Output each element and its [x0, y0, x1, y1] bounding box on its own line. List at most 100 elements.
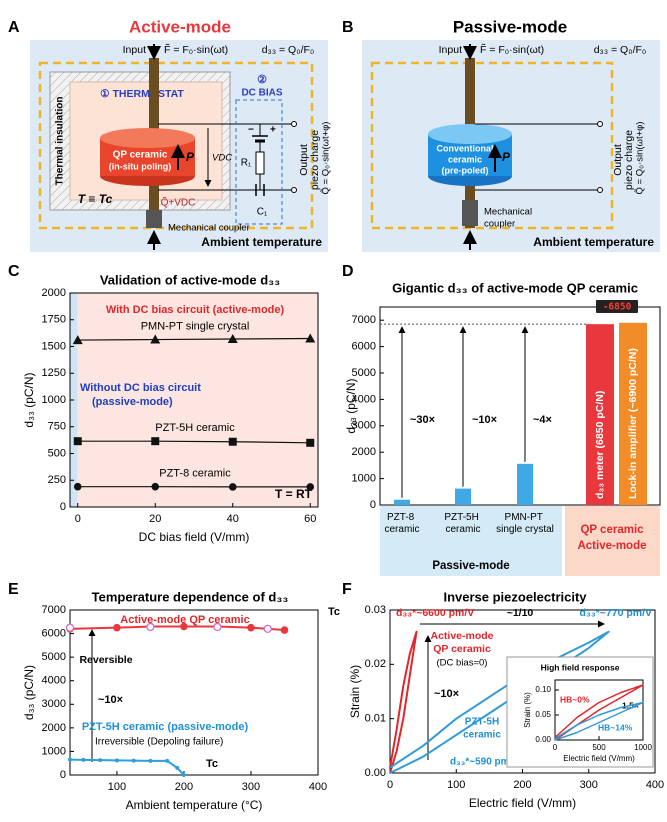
y-tick-label: 6000	[42, 627, 66, 639]
annotation: ceramic	[463, 730, 501, 741]
ceramic-top	[428, 124, 512, 144]
y-tick-label: 2000	[352, 446, 376, 458]
label: C₁	[257, 207, 268, 218]
marker	[151, 437, 160, 446]
x-tick-label: 100	[447, 779, 465, 791]
ceramic-top	[100, 128, 195, 148]
series-label: PZT-5H ceramic	[155, 422, 235, 434]
label: F̃ = F₀·sin(ωt)	[480, 43, 544, 56]
annotation: d₃₃*~590 pm/V	[450, 757, 519, 768]
data-line	[389, 630, 610, 774]
y-axis-label: Strain (%)	[348, 665, 362, 718]
marker	[114, 758, 119, 763]
y-tick-label: 3000	[42, 698, 66, 710]
label: Conventional	[436, 143, 493, 153]
diagram-b: Passive-mode Conventional ceramic (pre-p…	[362, 17, 660, 252]
label: P	[186, 150, 195, 164]
bar	[619, 322, 647, 505]
panel-label: A	[8, 19, 20, 36]
x-tick-label: 40	[227, 513, 239, 525]
annotation: With DC bias circuit (active-mode)	[106, 304, 285, 316]
marker	[72, 335, 83, 345]
annotation: T = RT	[275, 487, 313, 501]
y-axis-label: d₃₃ (pC/N)	[22, 372, 36, 427]
marker	[113, 623, 121, 632]
y-tick-label: 1000	[42, 745, 66, 757]
bar	[394, 499, 410, 505]
marker	[175, 765, 180, 770]
x-axis-label: DC bias field (V/mm)	[139, 530, 250, 544]
chart-title: High field response	[541, 662, 620, 672]
plot-frame	[69, 609, 319, 776]
bar	[586, 324, 614, 505]
label: −	[248, 125, 254, 136]
y-tick-label: 0.02	[365, 658, 386, 670]
diagram-a: Active-mode Thermal insulation ① THERMOS…	[30, 17, 332, 252]
annotation: ~4×	[533, 414, 552, 426]
x-tick-label: 60	[304, 513, 316, 525]
marker	[213, 622, 222, 632]
marker	[146, 622, 155, 632]
chart-title: Validation of active-mode d₃₃	[100, 272, 280, 287]
annotation: ~10×	[98, 694, 123, 706]
label-line: PZT-8	[387, 512, 417, 523]
marker	[181, 773, 186, 777]
panel-label: B	[342, 19, 354, 36]
group-background	[380, 506, 562, 576]
y-tick-label: 2000	[42, 722, 66, 734]
label: F̃ = F₀·sin(ωt)	[164, 43, 228, 56]
annotation: ~1/10	[507, 607, 534, 619]
group-label: Passive-mode	[432, 560, 509, 572]
bar-label: Lock-in amplifier (~6900 pC/N)	[627, 348, 639, 499]
data-line	[77, 440, 311, 444]
label: Input	[123, 44, 146, 56]
label-line: PMN-PT	[505, 512, 546, 523]
dc-bias-box	[235, 99, 283, 225]
y-tick-label: 500	[48, 447, 66, 459]
annotation: ~10×	[472, 414, 497, 426]
label-line: single crystal	[496, 524, 554, 535]
boundary	[38, 61, 314, 230]
annotation: ~30×	[410, 414, 435, 426]
x-axis-label: Ambient temperature (°C)	[126, 798, 263, 812]
x-tick-label: 0	[553, 743, 558, 752]
shaded-region	[77, 293, 318, 507]
label: Output	[298, 144, 310, 176]
x-tick-label: 300	[242, 781, 260, 793]
marker	[73, 437, 82, 446]
label: d₃₃ = Q₀/F₀	[594, 44, 647, 56]
label: +	[270, 125, 276, 136]
boundary	[370, 61, 614, 230]
label: coupler	[484, 219, 515, 230]
annotation: Irreversible (Depoling failure)	[95, 737, 223, 748]
y-tick-label: 1000	[352, 473, 376, 485]
marker	[305, 333, 316, 343]
panel-label: E	[8, 581, 19, 598]
label-line: ceramic	[445, 524, 480, 535]
x-tick-label: PZT-8 ceramic	[384, 512, 419, 535]
y-tick-label: 0.00	[535, 735, 551, 744]
chart-title: Inverse piezoelectricity	[443, 589, 587, 604]
marker	[65, 623, 75, 632]
series-label: PZT-5H ceramic (passive-mode)	[82, 721, 249, 733]
meter	[596, 300, 638, 313]
label: piezo charge	[623, 130, 635, 190]
y-tick-label: 0.03	[365, 604, 386, 616]
bar	[517, 463, 533, 505]
x-tick-label: 200	[513, 779, 531, 791]
annotation: d₃₃*~6600 pm/V	[396, 607, 474, 619]
annotation: HB~14%	[598, 722, 633, 732]
x-tick-label: 500	[592, 743, 606, 752]
annotation: Tc	[206, 758, 218, 770]
marker	[306, 438, 315, 447]
terminal	[597, 187, 603, 193]
series-label: Active-mode QP ceramic	[120, 614, 249, 626]
marker	[306, 483, 315, 491]
inset-background	[506, 656, 654, 768]
data-line	[77, 337, 311, 341]
chart-title: Temperature dependence of d₃₃	[92, 589, 289, 604]
y-tick-label: 750	[48, 421, 66, 433]
y-tick-label: 5000	[42, 651, 66, 663]
x-tick-label: 300	[580, 779, 598, 791]
y-tick-label: 0.00	[365, 767, 386, 779]
